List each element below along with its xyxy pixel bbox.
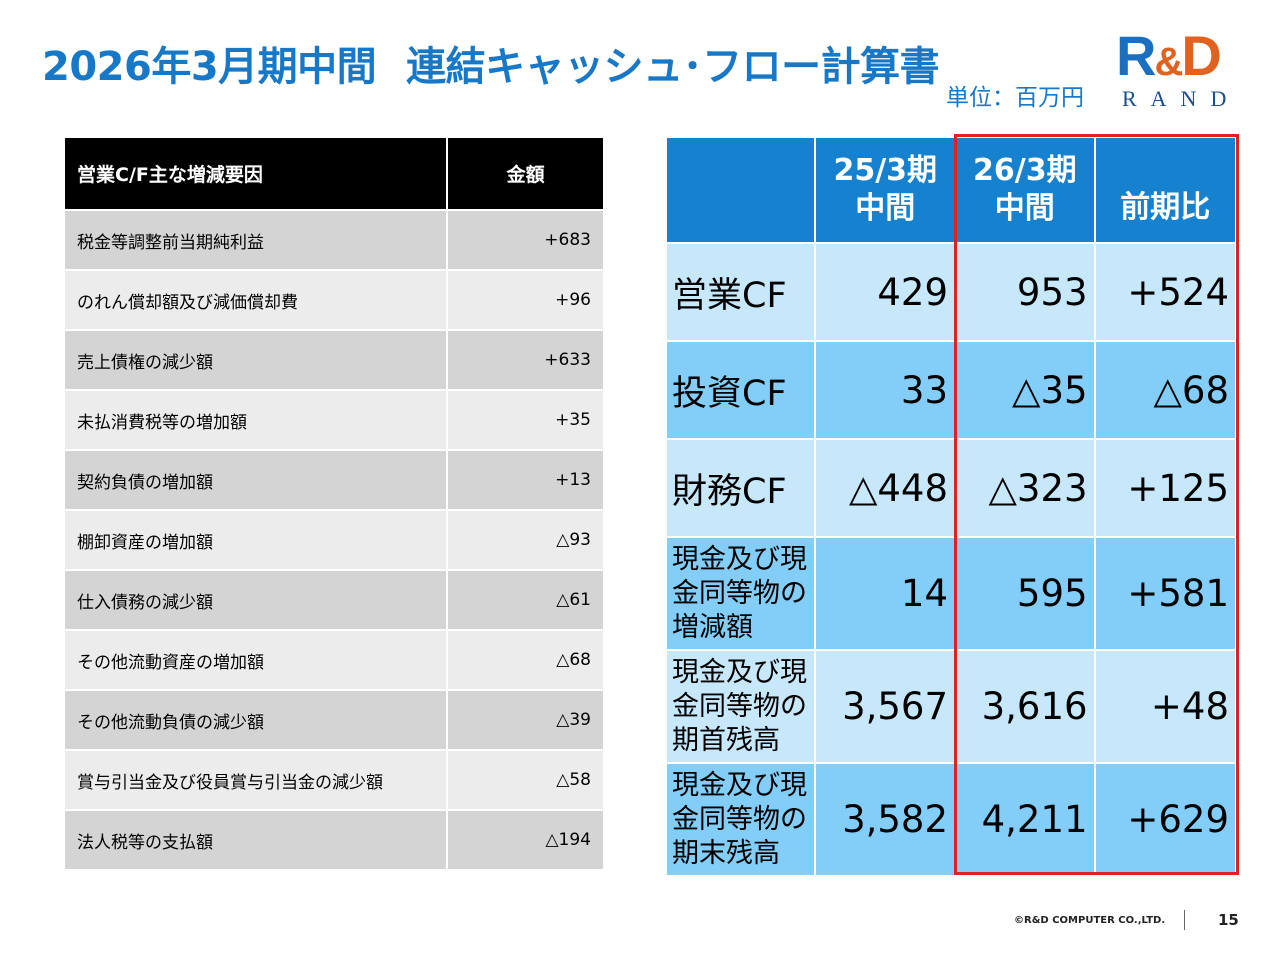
cash-flow-summary-table: 25/3期 中間 26/3期 中間 前期比 営業CF 429 953 +524 投資…	[664, 136, 1238, 877]
prior-value: 429	[814, 242, 957, 342]
prior-value: 3,567	[814, 649, 957, 764]
factor-label: 税金等調整前当期純利益	[62, 209, 449, 271]
unit-label: 単位：百万円	[946, 85, 1084, 111]
table-header-row: 営業C/F主な増減要因 金額	[62, 136, 605, 211]
factor-label: 契約負債の増加額	[62, 449, 449, 511]
row-label: 営業CF	[664, 242, 817, 342]
table-row: その他流動負債の減少額 △39	[62, 689, 605, 751]
factor-label: 仕入債務の減少額	[62, 569, 449, 631]
factor-label: 売上債権の減少額	[62, 329, 449, 391]
table-row: 棚卸資産の増加額 △93	[62, 509, 605, 571]
title-statement: 連結キャッシュ･フロー計算書	[406, 44, 940, 90]
table-row: のれん償却額及び減価償却費 +96	[62, 269, 605, 331]
header-item: 営業C/F主な増減要因	[62, 136, 449, 211]
current-value: 4,211	[954, 762, 1096, 877]
factor-amount: +683	[446, 209, 605, 271]
factor-amount: △93	[446, 509, 605, 571]
title-period: 2026年3月期中間	[42, 44, 377, 90]
change-value: +524	[1093, 242, 1238, 342]
table-header-row: 25/3期 中間 26/3期 中間 前期比	[664, 136, 1238, 244]
table-row: 現金及び現金同等物の増減額 14 595 +581	[664, 536, 1238, 651]
factor-label: 賞与引当金及び役員賞与引当金の減少額	[62, 749, 449, 811]
table-row: 税金等調整前当期純利益 +683	[62, 209, 605, 271]
factor-amount: +13	[446, 449, 605, 511]
table-row: 法人税等の支払額 △194	[62, 809, 605, 871]
change-value: +629	[1093, 762, 1238, 877]
factor-amount: △58	[446, 749, 605, 811]
page-title: 2026年3月期中間 連結キャッシュ･フロー計算書	[42, 34, 940, 92]
table-row: 現金及び現金同等物の期末残高 3,582 4,211 +629	[664, 762, 1238, 877]
row-label: 現金及び現金同等物の期首残高	[664, 649, 817, 764]
table-row: 賞与引当金及び役員賞与引当金の減少額 △58	[62, 749, 605, 811]
factor-amount: +35	[446, 389, 605, 451]
table-row: 契約負債の増加額 +13	[62, 449, 605, 511]
row-label: 投資CF	[664, 340, 817, 440]
factor-label: 法人税等の支払額	[62, 809, 449, 871]
footer-divider	[1184, 910, 1185, 930]
header-yoy-change: 前期比	[1093, 136, 1238, 244]
factor-label: その他流動資産の増加額	[62, 629, 449, 691]
table-row: その他流動資産の増加額 △68	[62, 629, 605, 691]
current-value: △35	[954, 340, 1096, 440]
header-current-period: 26/3期 中間	[954, 136, 1096, 244]
factor-amount: △194	[446, 809, 605, 871]
operating-cf-factors-table: 営業C/F主な増減要因 金額 税金等調整前当期純利益 +683 のれん償却額及び減…	[62, 136, 605, 871]
header-amount: 金額	[446, 136, 605, 211]
prior-value: 33	[814, 340, 957, 440]
factor-amount: △68	[446, 629, 605, 691]
factor-label: その他流動負債の減少額	[62, 689, 449, 751]
table-row: 仕入債務の減少額 △61	[62, 569, 605, 631]
change-value: +581	[1093, 536, 1238, 651]
factor-amount: +96	[446, 269, 605, 331]
change-value: +125	[1093, 438, 1238, 538]
factor-label: 棚卸資産の増加額	[62, 509, 449, 571]
prior-value: 14	[814, 536, 957, 651]
header-blank	[664, 136, 817, 244]
table-row: 現金及び現金同等物の期首残高 3,567 3,616 +48	[664, 649, 1238, 764]
logo-wordmark: RAND	[1122, 86, 1241, 111]
row-label: 財務CF	[664, 438, 817, 538]
current-value: △323	[954, 438, 1096, 538]
table-row: 営業CF 429 953 +524	[664, 242, 1238, 342]
current-value: 595	[954, 536, 1096, 651]
factor-amount: △39	[446, 689, 605, 751]
table-row: 未払消費税等の増加額 +35	[62, 389, 605, 451]
current-value: 953	[954, 242, 1096, 342]
factor-amount: △61	[446, 569, 605, 631]
table-row: 財務CF △448 △323 +125	[664, 438, 1238, 538]
change-value: +48	[1093, 649, 1238, 764]
copyright: ©R&D COMPUTER CO.,LTD.	[1014, 915, 1166, 926]
table-row: 投資CF 33 △35 △68	[664, 340, 1238, 440]
prior-value: 3,582	[814, 762, 957, 877]
factor-label: 未払消費税等の増加額	[62, 389, 449, 451]
page-number: 15	[1218, 911, 1239, 929]
table-row: 売上債権の減少額 +633	[62, 329, 605, 391]
company-logo: R&D RAND	[1114, 24, 1244, 112]
row-label: 現金及び現金同等物の増減額	[664, 536, 817, 651]
factor-label: のれん償却額及び減価償却費	[62, 269, 449, 331]
factor-amount: +633	[446, 329, 605, 391]
current-value: 3,616	[954, 649, 1096, 764]
row-label: 現金及び現金同等物の期末残高	[664, 762, 817, 877]
prior-value: △448	[814, 438, 957, 538]
header-prior-period: 25/3期 中間	[814, 136, 957, 244]
change-value: △68	[1093, 340, 1238, 440]
logo-mark: R&D	[1116, 24, 1222, 87]
